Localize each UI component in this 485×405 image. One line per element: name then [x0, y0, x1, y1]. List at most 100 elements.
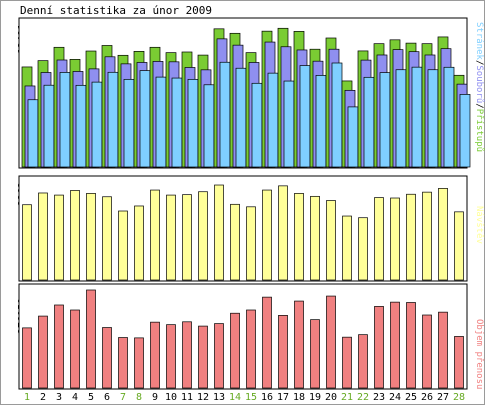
bar-visits-20	[326, 200, 336, 281]
bar-visits-26	[422, 191, 432, 281]
bar-kbytes-18	[294, 300, 304, 389]
bar-visits-27	[438, 188, 448, 281]
bar-strnek-25	[411, 66, 423, 168]
bar-visits-6	[102, 196, 112, 281]
bar-strnek-7	[123, 78, 135, 168]
bar-kbytes-15	[246, 309, 256, 389]
bar-visits-17	[278, 185, 288, 281]
bar-visits-23	[374, 197, 384, 281]
bar-kbytes-8	[134, 337, 144, 389]
x-tick-label: 20	[325, 392, 337, 403]
bar-visits-28	[454, 211, 464, 281]
bar-kbytes-1	[22, 327, 32, 389]
bar-kbytes-25	[406, 302, 416, 389]
bar-kbytes-2	[38, 315, 48, 389]
bar-visits-16	[262, 189, 272, 281]
bar-strnek-6	[107, 71, 119, 168]
bar-strnek-11	[187, 78, 199, 168]
x-tick-label: 6	[104, 392, 110, 403]
bar-kbytes-9	[150, 321, 160, 389]
bar-strnek-20	[331, 62, 343, 168]
x-tick-label: 9	[152, 392, 158, 403]
bar-strnek-18	[299, 65, 311, 168]
bar-visits-2	[38, 192, 48, 281]
bar-kbytes-3	[54, 304, 64, 389]
bar-visits-18	[294, 193, 304, 281]
bar-kbytes-6	[102, 327, 112, 389]
x-tick-label: 5	[88, 392, 94, 403]
chart-title: Denní statistika za únor 2009	[20, 4, 213, 17]
x-tick-label: 10	[165, 392, 177, 403]
bar-kbytes-20	[326, 295, 336, 389]
bar-visits-11	[182, 194, 192, 281]
x-tick-label: 13	[213, 392, 225, 403]
bar-kbytes-7	[118, 337, 128, 389]
bar-strnek-5	[91, 81, 103, 168]
bar-visits-21	[342, 215, 352, 281]
bar-strnek-13	[219, 61, 231, 168]
x-tick-label: 21	[341, 392, 353, 403]
x-tick-label: 18	[293, 392, 305, 403]
bar-visits-9	[150, 189, 160, 281]
bar-strnek-9	[155, 76, 167, 168]
bar-kbytes-10	[166, 324, 176, 389]
bar-visits-5	[86, 193, 96, 281]
bar-visits-8	[134, 205, 144, 281]
x-tick-label: 27	[437, 392, 449, 403]
bar-strnek-24	[395, 69, 407, 168]
bar-kbytes-21	[342, 336, 352, 389]
bar-strnek-16	[267, 72, 279, 168]
x-tick-label: 4	[72, 392, 78, 403]
x-tick-label: 16	[261, 392, 273, 403]
bar-strnek-8	[139, 70, 151, 168]
bar-kbytes-12	[198, 325, 208, 389]
x-tick-label: 7	[120, 392, 126, 403]
bar-strnek-17	[283, 80, 295, 168]
bar-strnek-12	[203, 84, 215, 168]
bar-kbytes-5	[86, 289, 96, 389]
bar-strnek-4	[75, 84, 87, 168]
bar-visits-10	[166, 194, 176, 281]
x-tick-label: 2	[40, 392, 46, 403]
x-tick-label: 25	[405, 392, 417, 403]
bar-kbytes-13	[214, 323, 224, 389]
x-tick-label: 12	[197, 392, 209, 403]
bar-strnek-21	[347, 106, 359, 168]
bar-visits-15	[246, 206, 256, 281]
bar-visits-22	[358, 217, 368, 281]
bar-strnek-2	[43, 84, 55, 168]
bar-visits-14	[230, 203, 240, 281]
bar-strnek-19	[315, 75, 327, 168]
x-tick-label: 14	[229, 392, 241, 403]
x-tick-label: 3	[56, 392, 62, 403]
bar-kbytes-24	[390, 301, 400, 389]
bar-strnek-15	[251, 82, 263, 168]
bar-visits-24	[390, 197, 400, 281]
bar-kbytes-14	[230, 312, 240, 389]
x-tick-label: 15	[245, 392, 257, 403]
bar-kbytes-17	[278, 315, 288, 389]
bar-kbytes-27	[438, 311, 448, 389]
x-tick-label: 1	[24, 392, 30, 403]
x-tick-label: 19	[309, 392, 321, 403]
bar-kbytes-22	[358, 334, 368, 389]
bar-strnek-10	[171, 77, 183, 168]
bar-kbytes-16	[262, 296, 272, 389]
bar-strnek-14	[235, 67, 247, 168]
bar-visits-25	[406, 193, 416, 281]
bar-visits-1	[22, 204, 32, 281]
bar-kbytes-19	[310, 319, 320, 389]
bar-kbytes-23	[374, 306, 384, 389]
x-tick-label: 17	[277, 392, 289, 403]
bar-strnek-28	[459, 94, 471, 168]
bar-kbytes-26	[422, 314, 432, 389]
bar-strnek-1	[27, 99, 39, 168]
bar-visits-19	[310, 195, 320, 281]
x-tick-label: 8	[136, 392, 142, 403]
bar-kbytes-11	[182, 321, 192, 389]
x-tick-label: 26	[421, 392, 433, 403]
bar-visits-12	[198, 191, 208, 281]
bar-strnek-26	[427, 69, 439, 168]
bar-strnek-23	[379, 72, 391, 168]
